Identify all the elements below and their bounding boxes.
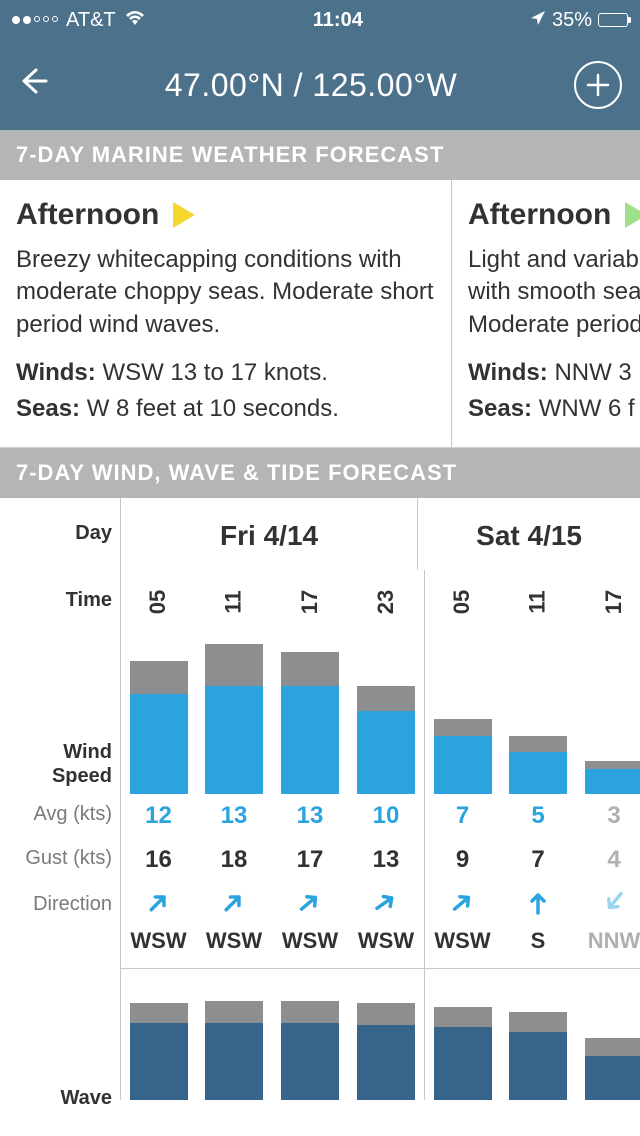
direction-arrow-icon: [576, 882, 640, 922]
day-label: Day: [75, 522, 112, 545]
direction-text: NNW: [576, 922, 640, 966]
wind-speed-label: Wind Speed: [42, 740, 112, 788]
forecast-column: 17 3 4 NNW: [576, 570, 640, 1100]
carrier-label: AT&T: [66, 9, 116, 32]
direction-arrow-icon: [121, 882, 196, 922]
time-value: 05: [437, 590, 487, 614]
day-header: Sat 4/15: [417, 498, 640, 570]
wave-bar: [272, 980, 348, 1100]
direction-text: WSW: [121, 922, 196, 966]
card-title: Afternoon: [468, 198, 611, 232]
time-value: 11: [209, 591, 259, 614]
forecast-cards[interactable]: Afternoon Breezy whitecapping conditions…: [0, 180, 640, 448]
forecast-column: 23 10 13 WSW: [348, 570, 424, 1100]
status-right: 35%: [530, 9, 628, 32]
gust-value: 17: [272, 838, 348, 882]
avg-label: Avg (kts): [33, 803, 112, 826]
day-header: Fri 4/14: [120, 498, 417, 570]
forecast-column: 11 5 7 S: [500, 570, 576, 1100]
time-label: Time: [66, 589, 112, 612]
direction-text: WSW: [348, 922, 424, 966]
card-winds: Winds: NNW 3: [468, 355, 640, 391]
wind-bar: [500, 634, 576, 794]
wind-bar: [121, 634, 196, 794]
forecast-column: 05 7 9 WSW: [424, 570, 500, 1100]
direction-arrow-icon: [425, 882, 500, 922]
direction-label: Direction: [33, 893, 112, 916]
avg-value: 13: [272, 794, 348, 838]
wave-bar: [121, 980, 196, 1100]
time-value: 05: [133, 590, 183, 614]
time-value: 23: [361, 590, 411, 614]
gust-label: Gust (kts): [25, 847, 112, 870]
add-button[interactable]: [574, 61, 622, 109]
battery-pct: 35%: [552, 9, 592, 32]
forecast-table[interactable]: Day Time Wind Speed Avg (kts) Gust (kts)…: [0, 498, 640, 1110]
direction-text: WSW: [272, 922, 348, 966]
wind-bar: [272, 634, 348, 794]
wave-bar: [425, 980, 500, 1100]
wave-bar: [500, 980, 576, 1100]
back-button[interactable]: [18, 66, 48, 105]
data-columns[interactable]: Fri 4/14Sat 4/15 05 12 16 WSW 1: [120, 498, 640, 1110]
card-title: Afternoon: [16, 198, 159, 232]
direction-arrow-icon: [348, 882, 424, 922]
time-value: 11: [513, 591, 563, 614]
forecast-column: 17 13 17 WSW: [272, 570, 348, 1100]
play-icon: [173, 202, 195, 228]
avg-value: 10: [348, 794, 424, 838]
forecast-card[interactable]: Afternoon Light and variable winds with …: [452, 180, 640, 447]
direction-text: WSW: [196, 922, 272, 966]
gust-value: 9: [425, 838, 500, 882]
direction-arrow-icon: [500, 882, 576, 922]
time-value: 17: [285, 590, 335, 614]
gust-value: 7: [500, 838, 576, 882]
table-divider: [120, 968, 640, 969]
location-icon: [530, 9, 546, 32]
avg-value: 12: [121, 794, 196, 838]
direction-arrow-icon: [196, 882, 272, 922]
wifi-icon: [124, 10, 146, 31]
direction-arrow-icon: [272, 882, 348, 922]
forecast-column: 11 13 18 WSW: [196, 570, 272, 1100]
gust-value: 13: [348, 838, 424, 882]
forecast-card[interactable]: Afternoon Breezy whitecapping conditions…: [0, 180, 452, 447]
battery-icon: [598, 13, 628, 27]
wind-bar: [425, 634, 500, 794]
gust-value: 16: [121, 838, 196, 882]
wave-bar: [348, 980, 424, 1100]
wind-bar: [576, 634, 640, 794]
direction-text: S: [500, 922, 576, 966]
status-bar: AT&T 11:04 35%: [0, 0, 640, 40]
card-seas: Seas: W 8 feet at 10 seconds.: [16, 391, 435, 427]
gust-value: 4: [576, 838, 640, 882]
wind-wave-header: 7-DAY WIND, WAVE & TIDE FORECAST: [0, 448, 640, 498]
card-seas: Seas: WNW 6 f: [468, 391, 640, 427]
status-left: AT&T: [12, 9, 146, 32]
row-labels: Day Time Wind Speed Avg (kts) Gust (kts)…: [0, 498, 120, 1110]
signal-dots-icon: [12, 16, 58, 24]
avg-value: 3: [576, 794, 640, 838]
avg-value: 13: [196, 794, 272, 838]
forecast-column: 05 12 16 WSW: [120, 570, 196, 1100]
gust-value: 18: [196, 838, 272, 882]
wind-bar: [196, 634, 272, 794]
wave-label: Wave: [60, 1087, 112, 1110]
wave-bar: [196, 980, 272, 1100]
wave-bar: [576, 980, 640, 1100]
marine-forecast-header: 7-DAY MARINE WEATHER FORECAST: [0, 130, 640, 180]
card-description: Breezy whitecapping conditions with mode…: [16, 244, 435, 341]
direction-text: WSW: [425, 922, 500, 966]
status-time: 11:04: [313, 9, 363, 32]
wind-bar: [348, 634, 424, 794]
page-title: 47.00°N / 125.00°W: [165, 67, 458, 104]
avg-value: 7: [425, 794, 500, 838]
avg-value: 5: [500, 794, 576, 838]
card-winds: Winds: WSW 13 to 17 knots.: [16, 355, 435, 391]
card-description: Light and variable winds with smooth sea…: [468, 244, 640, 341]
play-icon: [625, 202, 640, 228]
time-value: 17: [589, 590, 639, 614]
nav-bar: 47.00°N / 125.00°W: [0, 40, 640, 130]
